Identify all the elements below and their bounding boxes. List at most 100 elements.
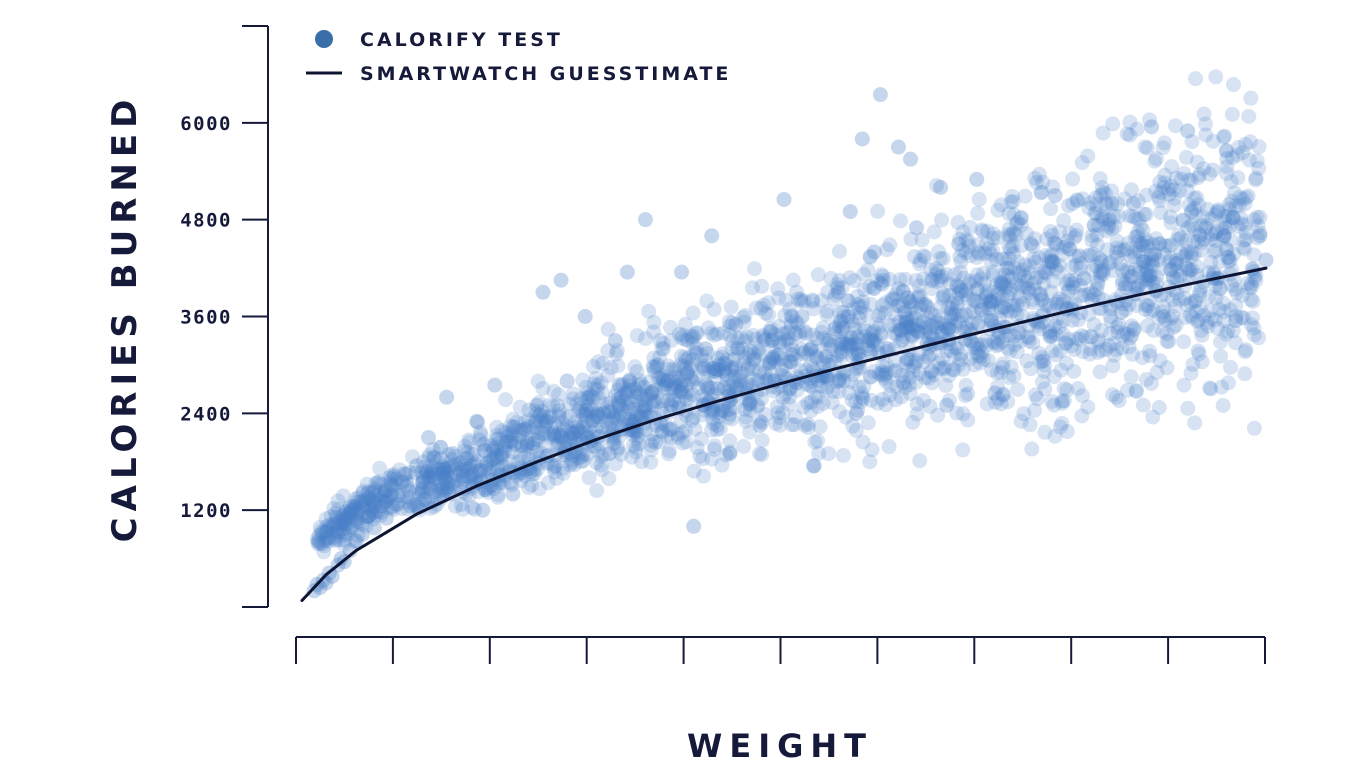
scatter-point [794, 342, 810, 358]
scatter-point [834, 334, 850, 350]
scatter-point [1056, 212, 1072, 228]
scatter-point [970, 237, 986, 253]
scatter-point [714, 349, 730, 365]
scatter-point [1232, 189, 1248, 205]
scatter-point [1044, 393, 1060, 409]
scatter-point [1032, 286, 1048, 302]
scatter-point [363, 501, 379, 517]
scatter-point [699, 293, 715, 309]
scatter-point [902, 370, 918, 386]
scatter-point [1149, 275, 1165, 291]
scatter-point [758, 407, 774, 423]
scatter-point [653, 401, 669, 417]
scatter-point [577, 309, 593, 324]
scatter-point [737, 307, 753, 323]
scatter-point [882, 271, 898, 287]
scatter-point [1248, 172, 1264, 188]
scatter-point [530, 461, 546, 477]
scatter-point [343, 519, 359, 535]
scatter-point [952, 231, 968, 247]
scatter-point [605, 436, 621, 452]
scatter-point [572, 400, 588, 416]
scatter-point [1060, 284, 1076, 300]
scatter-point [1071, 248, 1087, 264]
scatter-point [378, 492, 394, 508]
scatter-point [706, 364, 722, 380]
scatter-point [866, 281, 882, 297]
scatter-point [646, 314, 662, 330]
scatter-point [850, 336, 866, 352]
scatter-point [1033, 287, 1049, 303]
scatter-point [980, 223, 996, 239]
scatter-point [1224, 277, 1240, 293]
scatter-point [906, 249, 922, 265]
scatter-point [835, 304, 851, 320]
scatter-point [798, 325, 814, 341]
scatter-point [904, 327, 920, 343]
scatter-point [1191, 197, 1207, 213]
scatter-point [976, 275, 992, 291]
scatter-point [671, 384, 687, 400]
scatter-point [966, 304, 982, 320]
scatter-point [862, 369, 878, 385]
scatter-point [823, 270, 839, 286]
scatter-point [335, 516, 351, 532]
scatter-point [393, 474, 409, 490]
scatter-point [692, 448, 708, 464]
scatter-point [1067, 273, 1083, 289]
scatter-point [942, 276, 958, 292]
scatter-point [629, 408, 645, 424]
scatter-point [562, 457, 578, 473]
scatter-point [512, 447, 528, 463]
scatter-point [790, 316, 806, 332]
scatter-point [608, 346, 624, 362]
scatter-point [394, 501, 410, 517]
scatter-point [1202, 166, 1218, 182]
scatter-point [370, 503, 386, 519]
scatter-point [863, 392, 879, 408]
scatter-point [1025, 335, 1041, 351]
scatter-point [390, 488, 406, 504]
scatter-point [990, 330, 1006, 346]
scatter-point [923, 364, 939, 380]
scatter-point [974, 344, 990, 360]
scatter-point [930, 263, 946, 279]
scatter-point [600, 400, 616, 416]
scatter-point [1252, 228, 1268, 244]
scatter-point [652, 333, 668, 349]
scatter-point [360, 509, 376, 525]
scatter-point [530, 373, 546, 389]
scatter-point [624, 449, 640, 465]
scatter-point [569, 396, 585, 412]
scatter-point [863, 345, 879, 361]
scatter-point [429, 477, 445, 493]
scatter-point [1114, 263, 1130, 279]
scatter-point [849, 297, 865, 313]
scatter-point [1069, 222, 1085, 238]
scatter-point [1006, 207, 1022, 223]
scatter-point [831, 373, 847, 389]
scatter-point [673, 414, 689, 430]
scatter-point [1215, 397, 1231, 413]
scatter-point [663, 397, 679, 413]
scatter-point [551, 409, 567, 425]
scatter-point [1022, 258, 1038, 274]
scatter-point [494, 423, 510, 439]
scatter-point [1185, 356, 1201, 372]
scatter-point [904, 328, 920, 344]
scatter-point [983, 312, 999, 328]
scatter-point [426, 470, 442, 486]
scatter-point [723, 299, 739, 315]
scatter-point [488, 448, 504, 464]
scatter-point [815, 395, 831, 411]
scatter-point [1135, 223, 1151, 239]
scatter-point [324, 525, 340, 541]
scatter-point [509, 414, 525, 430]
scatter-point [892, 322, 908, 338]
scatter-point [318, 530, 334, 546]
scatter-point [1148, 231, 1164, 247]
scatter-point [367, 507, 383, 523]
scatter-point [355, 517, 371, 533]
scatter-point [460, 468, 476, 484]
scatter-point [1130, 278, 1146, 294]
